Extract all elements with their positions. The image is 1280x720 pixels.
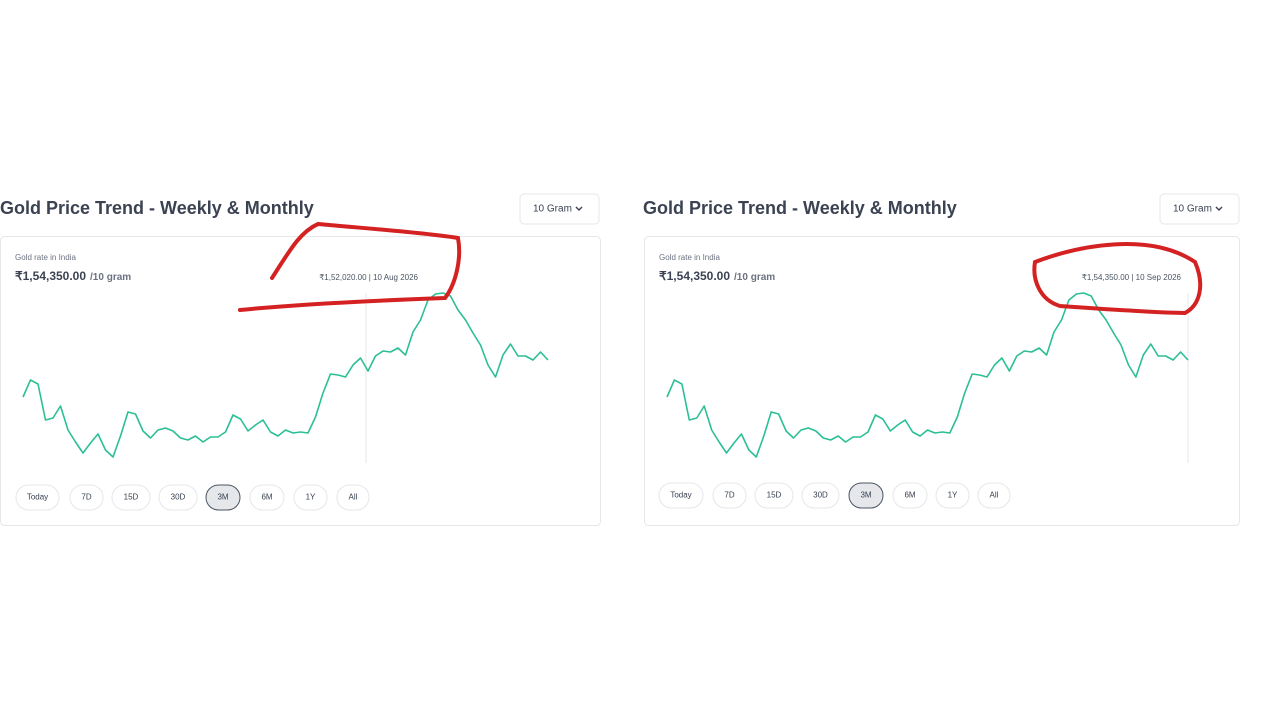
range-button[interactable]: 1Y [293, 484, 328, 511]
range-button-label: 7D [81, 493, 91, 502]
dropdown-box [519, 193, 600, 225]
range-button-box [205, 484, 241, 511]
range-button-label: 1Y [948, 491, 958, 500]
chevron [575, 206, 583, 211]
range-button-label: Today [670, 491, 691, 500]
price-unit: /10 gram [90, 272, 131, 283]
range-button-box [293, 484, 328, 511]
range-button-label: 6M [904, 491, 915, 500]
range-button[interactable]: 6M [892, 482, 928, 509]
tooltip: ₹1,54,350.00 | 10 Sep 2026 [1082, 273, 1182, 282]
range-button-label: All [990, 491, 999, 500]
range-button-label: 6M [261, 493, 272, 502]
range-button[interactable]: 15D [111, 484, 151, 511]
range-button-label: 1Y [306, 493, 316, 502]
range-button-box [801, 482, 840, 509]
range-button-label: 15D [767, 491, 782, 500]
range-button-box [158, 484, 198, 511]
range-button-box [977, 482, 1011, 509]
tooltip: ₹1,52,020.00 | 10 Aug 2026 [319, 273, 418, 282]
range-button[interactable]: 30D [801, 482, 840, 509]
range-button[interactable]: 6M [249, 484, 285, 511]
dropdown-label: 10 Gram [533, 204, 572, 215]
current-price: ₹1,54,350.00/10 gram [15, 269, 131, 283]
range-button-label: 3M [217, 493, 228, 502]
range-button-box [249, 484, 285, 511]
price-value: ₹1,54,350.00 [15, 269, 86, 283]
rate-label: Gold rate in India [659, 253, 720, 262]
range-button[interactable]: 15D [754, 482, 794, 509]
range-button-box [69, 484, 104, 511]
range-button[interactable]: 7D [69, 484, 104, 511]
unit-dropdown[interactable]: 10 Gram [1159, 193, 1240, 225]
current-price: ₹1,54,350.00/10 gram [659, 269, 775, 283]
range-button[interactable]: All [336, 484, 370, 511]
chevron [1215, 206, 1223, 211]
annotation [1032, 242, 1203, 316]
annotation [238, 221, 462, 312]
range-button[interactable]: 3M [848, 482, 884, 509]
range-button-box [754, 482, 794, 509]
rate-label: Gold rate in India [15, 253, 76, 262]
panels: Gold Price Trend - Weekly & Monthly 10 Gr… [0, 193, 1240, 526]
range-button[interactable]: 30D [158, 484, 198, 511]
price-value: ₹1,54,350.00 [659, 269, 730, 283]
panel-title: Gold Price Trend - Weekly & Monthly [643, 198, 957, 218]
price-line [666, 292, 1189, 458]
range-button-box [848, 482, 884, 509]
range-button-label: 7D [724, 491, 734, 500]
range-button-label: All [349, 493, 358, 502]
range-button[interactable]: All [977, 482, 1011, 509]
range-button[interactable]: 7D [712, 482, 747, 509]
range-button[interactable]: Today [15, 484, 60, 511]
range-button-box [892, 482, 928, 509]
range-button-box [15, 484, 60, 511]
dropdown-label: 10 Gram [1173, 204, 1212, 215]
range-button-label: Today [27, 493, 48, 502]
range-button[interactable]: 1Y [935, 482, 970, 509]
unit-dropdown[interactable]: 10 Gram [519, 193, 600, 225]
range-button-box [712, 482, 747, 509]
range-button-label: 3M [860, 491, 871, 500]
price-unit: /10 gram [734, 272, 775, 283]
panel-title: Gold Price Trend - Weekly & Monthly [0, 198, 314, 218]
range-button-label: 30D [171, 493, 186, 502]
price-line [22, 292, 549, 458]
range-button-box [111, 484, 151, 511]
panel: Gold Price Trend - Weekly & Monthly 10 Gr… [0, 193, 601, 526]
range-button-box [935, 482, 970, 509]
dropdown-box [1159, 193, 1240, 225]
range-button-box [336, 484, 370, 511]
range-button[interactable]: 3M [205, 484, 241, 511]
range-button[interactable]: Today [658, 482, 704, 509]
range-button-label: 15D [124, 493, 139, 502]
range-button-box [658, 482, 704, 509]
range-button-label: 30D [813, 491, 828, 500]
